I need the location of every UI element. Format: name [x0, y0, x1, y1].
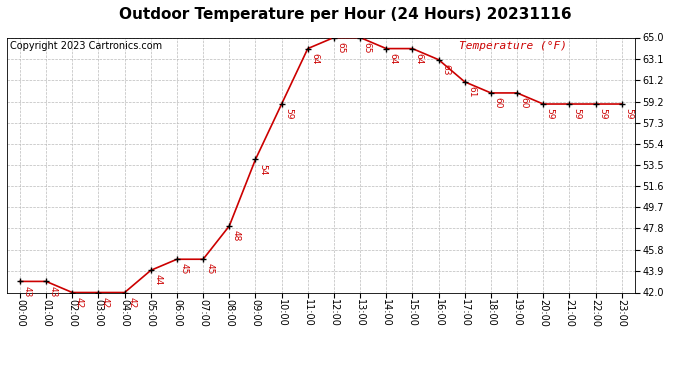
Text: 54: 54 — [258, 164, 267, 175]
Text: 63: 63 — [441, 64, 450, 75]
Text: 42: 42 — [127, 297, 136, 308]
Text: 59: 59 — [598, 108, 607, 120]
Text: 64: 64 — [388, 53, 397, 64]
Text: 59: 59 — [284, 108, 293, 120]
Text: 45: 45 — [206, 263, 215, 275]
Text: 61: 61 — [467, 86, 476, 98]
Text: 43: 43 — [48, 286, 57, 297]
Text: 42: 42 — [101, 297, 110, 308]
Text: 48: 48 — [232, 230, 241, 242]
Text: Temperature (°F): Temperature (°F) — [459, 41, 567, 51]
Text: 59: 59 — [572, 108, 581, 120]
Text: 60: 60 — [493, 97, 502, 109]
Text: 64: 64 — [310, 53, 319, 64]
Text: 65: 65 — [362, 42, 371, 53]
Text: 45: 45 — [179, 263, 188, 275]
Text: 59: 59 — [546, 108, 555, 120]
Text: Copyright 2023 Cartronics.com: Copyright 2023 Cartronics.com — [10, 41, 162, 51]
Text: 65: 65 — [337, 42, 346, 53]
Text: 64: 64 — [415, 53, 424, 64]
Text: 43: 43 — [23, 286, 32, 297]
Text: 44: 44 — [153, 274, 162, 286]
Text: 60: 60 — [520, 97, 529, 109]
Text: 42: 42 — [75, 297, 83, 308]
Text: Outdoor Temperature per Hour (24 Hours) 20231116: Outdoor Temperature per Hour (24 Hours) … — [119, 8, 571, 22]
Text: 59: 59 — [624, 108, 633, 120]
